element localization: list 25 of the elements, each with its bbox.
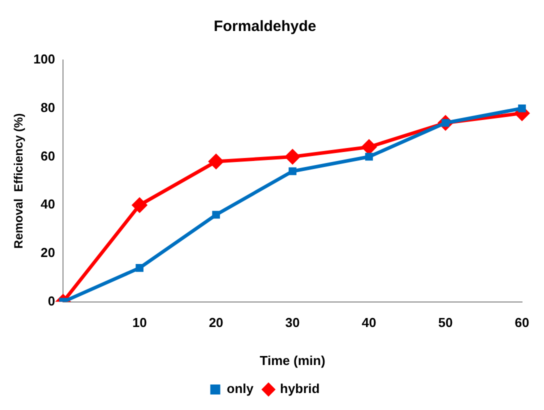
- x-tick-label: 50: [438, 315, 453, 330]
- y-axis-title: Removal Efficiency (%): [12, 113, 26, 249]
- point: [136, 264, 144, 272]
- point: [208, 154, 224, 170]
- y-tick-label: 40: [40, 196, 56, 212]
- y-tick-label: 100: [33, 52, 56, 67]
- point: [518, 104, 526, 112]
- x-tick-label: 40: [362, 315, 376, 330]
- legend-label: hybrid: [280, 381, 320, 396]
- point: [365, 152, 373, 161]
- x-tick-label: 20: [208, 315, 224, 330]
- point: [212, 210, 220, 219]
- y-tick-label: 0: [48, 293, 56, 308]
- x-axis-title: Time (min): [260, 352, 326, 368]
- chart-title: Formaldehyde: [214, 18, 316, 36]
- legend-label: only: [226, 381, 254, 396]
- y-tick-label: 20: [40, 245, 56, 260]
- y-tick-label: 60: [40, 148, 56, 164]
- point: [284, 148, 301, 165]
- y-tick-label: 80: [40, 100, 56, 115]
- x-tick-label: 30: [285, 315, 300, 330]
- x-tick-label: 60: [514, 315, 530, 330]
- point: [288, 167, 296, 176]
- point: [132, 197, 148, 214]
- x-tick-label: 10: [132, 315, 147, 330]
